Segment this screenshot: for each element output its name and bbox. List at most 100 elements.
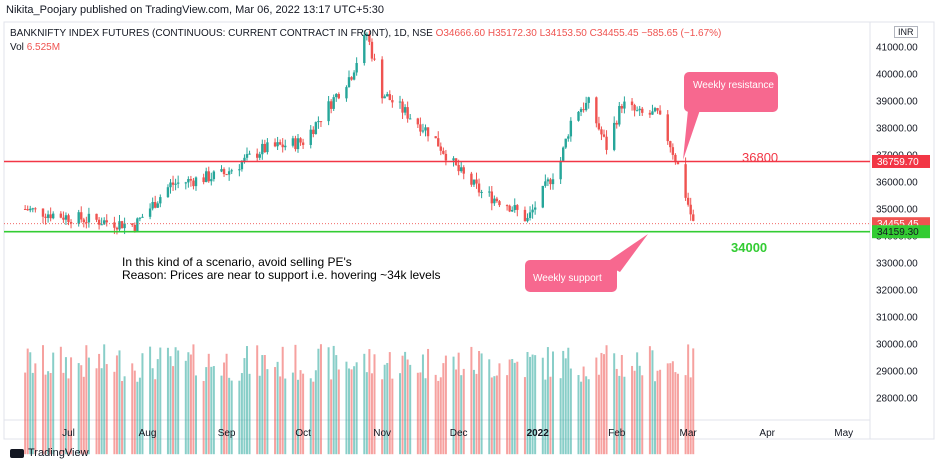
volume-bar xyxy=(470,346,473,455)
symbol-name[interactable]: BANKNIFTY INDEX FUTURES (CONTINUOUS: CUR… xyxy=(10,28,433,39)
volume-bar xyxy=(95,368,98,455)
candle-body xyxy=(347,77,351,88)
volume-bar xyxy=(172,366,175,455)
volume-bar xyxy=(406,359,409,455)
candle-body xyxy=(472,179,476,185)
volume-bar xyxy=(444,355,447,455)
volume-bar xyxy=(82,376,85,455)
volume-bar xyxy=(480,353,483,455)
candle-body xyxy=(225,174,228,176)
volume-bar xyxy=(302,373,305,455)
volume-bar xyxy=(684,375,687,455)
volume-bar xyxy=(332,345,335,455)
tradingview-footer[interactable]: TradingView xyxy=(10,447,89,459)
volume-bar xyxy=(189,354,192,455)
volume-bar xyxy=(138,377,141,455)
volume-bar xyxy=(133,370,136,455)
volume-bar xyxy=(605,345,608,455)
candle-body xyxy=(615,122,618,125)
volume-bar xyxy=(350,369,353,455)
candle-body xyxy=(113,222,116,228)
candle-body xyxy=(462,167,465,174)
publisher-line: Nikita_Poojary published on TradingView.… xyxy=(6,4,384,16)
candle-body xyxy=(276,142,279,147)
weekly-support-callout: Weekly support xyxy=(525,234,648,292)
volume-bar xyxy=(460,375,463,455)
volume-legend[interactable]: Vol 6.525M xyxy=(10,42,60,53)
volume-bar xyxy=(368,349,371,455)
candle-body xyxy=(386,94,389,97)
candle-body xyxy=(526,217,529,222)
volume-bar xyxy=(29,352,32,455)
candle-body xyxy=(666,114,669,142)
candle-body xyxy=(658,110,662,115)
volume-bar xyxy=(388,352,391,455)
volume-bar xyxy=(210,366,213,455)
volume-bar xyxy=(309,378,312,455)
volume-bar xyxy=(314,370,317,455)
price-tick-label: 29000.00 xyxy=(876,367,918,378)
volume-bar xyxy=(641,375,644,455)
volume-bar xyxy=(256,345,259,455)
candle-body xyxy=(498,201,501,206)
volume-bar xyxy=(582,366,585,455)
time-tick-label: Apr xyxy=(759,428,775,439)
volume-bar xyxy=(312,381,315,455)
volume-bar xyxy=(472,369,475,455)
candle-body xyxy=(513,205,516,210)
candle-body xyxy=(82,219,85,223)
volume-bar xyxy=(44,374,47,455)
price-tick-label: 38000.00 xyxy=(876,124,918,135)
candle-body xyxy=(189,179,193,181)
candle-body xyxy=(258,154,261,158)
volume-bar xyxy=(195,375,197,455)
volume-bar xyxy=(64,357,67,455)
volume-bar xyxy=(689,377,692,455)
volume-bar xyxy=(337,369,340,455)
candle-body xyxy=(613,122,616,150)
volume-bar xyxy=(177,350,180,455)
volume-bar xyxy=(103,344,106,455)
candle-body xyxy=(46,214,50,218)
volume-bar xyxy=(654,381,656,455)
candle-body xyxy=(391,100,394,103)
candle-body xyxy=(689,204,692,215)
candle-body xyxy=(630,101,634,106)
volume-bar xyxy=(26,348,29,455)
volume-bar xyxy=(299,370,302,455)
volume-bar xyxy=(248,373,251,455)
time-tick-label: Jul xyxy=(62,428,75,439)
candle-body xyxy=(648,112,652,115)
candle-body xyxy=(569,120,573,137)
volume-bar xyxy=(355,362,358,455)
candle-body xyxy=(686,197,690,205)
volume-bar xyxy=(246,346,248,455)
currency-badge[interactable]: INR xyxy=(894,26,918,38)
time-axis[interactable]: Jul Aug Sep Oct Nov Dec 2022 Feb Mar Apr May xyxy=(62,428,853,439)
volume-bar xyxy=(508,359,511,455)
volume-bar xyxy=(266,369,269,455)
candle-body xyxy=(528,212,532,218)
candle-body xyxy=(248,153,251,155)
candle-body xyxy=(202,177,205,183)
candle-body xyxy=(692,214,695,221)
time-tick-label: Nov xyxy=(373,428,391,439)
volume-bar xyxy=(531,354,534,455)
candle-body xyxy=(421,130,425,132)
candle-body xyxy=(95,213,98,220)
volume-bar xyxy=(636,352,639,455)
volume-bar xyxy=(478,350,481,455)
volume-bar xyxy=(121,381,124,455)
volume-bar xyxy=(47,371,50,455)
volume-bar xyxy=(156,359,159,455)
volume-bar xyxy=(546,347,549,455)
candle-body xyxy=(409,118,412,120)
candle-body xyxy=(373,58,376,60)
volume-bar xyxy=(659,369,662,455)
symbol-legend[interactable]: BANKNIFTY INDEX FUTURES (CONTINUOUS: CUR… xyxy=(10,28,721,39)
volume-bar xyxy=(455,369,458,455)
volume-bar xyxy=(457,352,460,455)
time-tick-label: May xyxy=(834,428,853,439)
volume-bar xyxy=(77,363,80,455)
